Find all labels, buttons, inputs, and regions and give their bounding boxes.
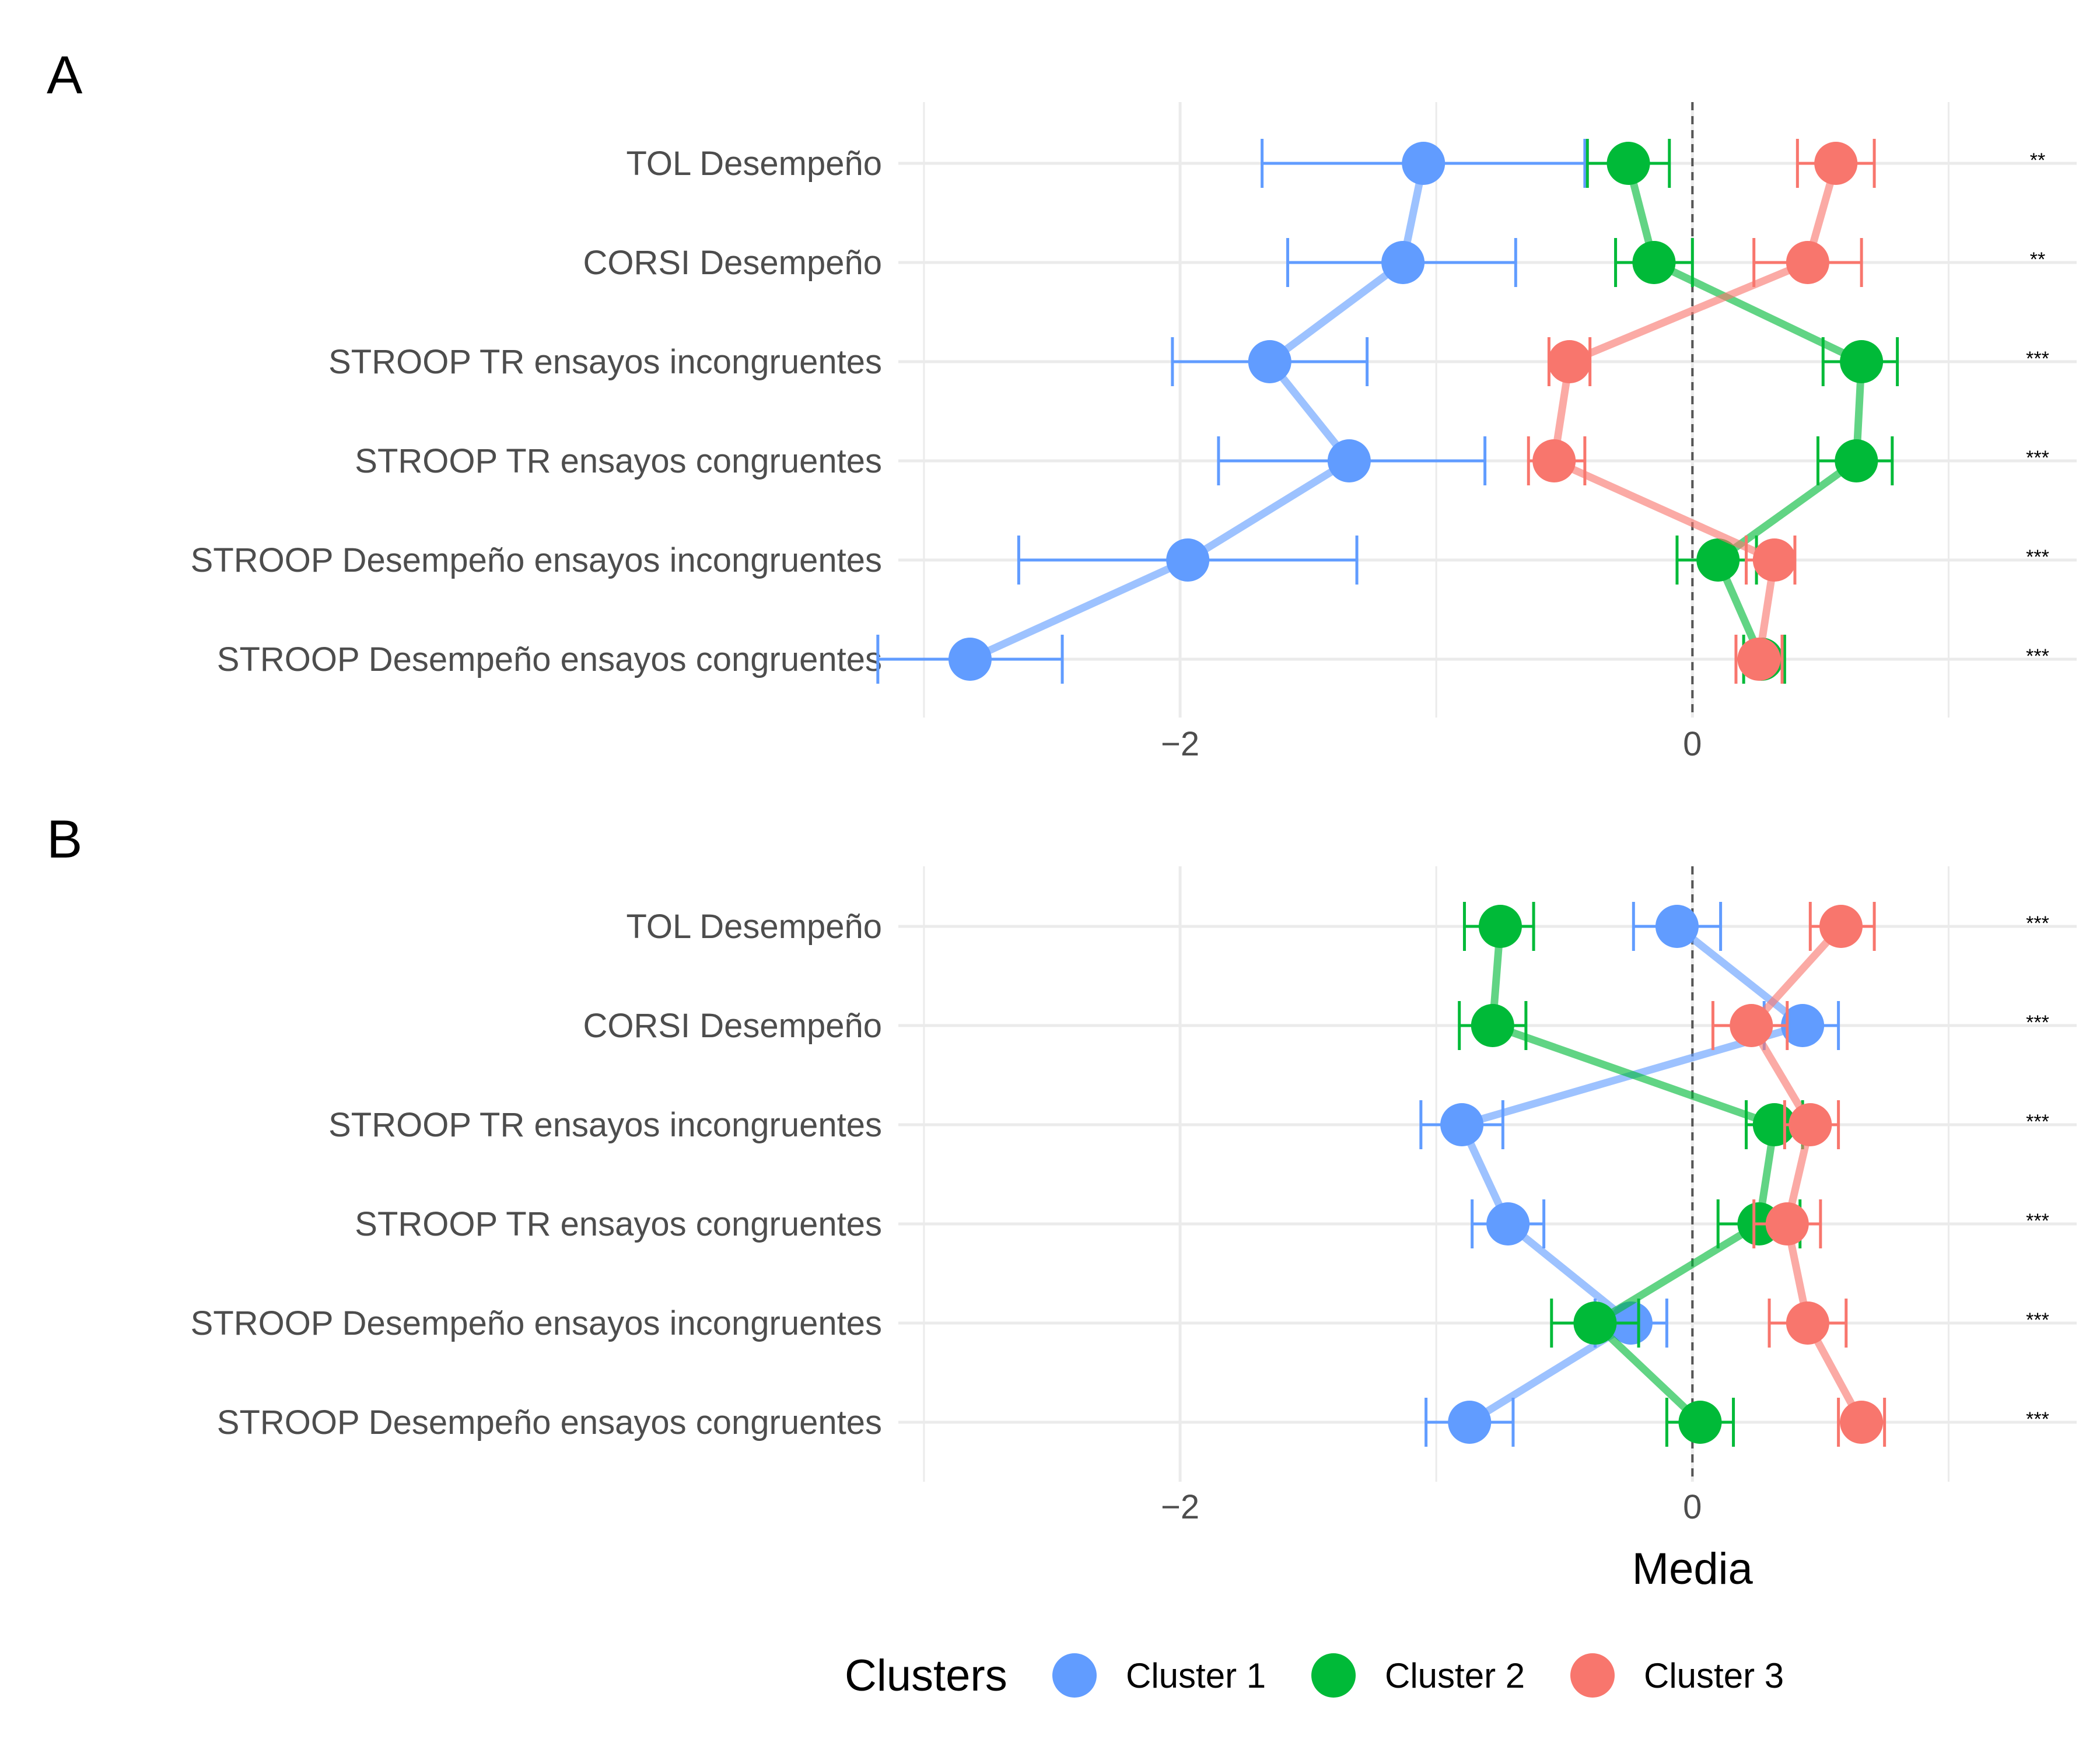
series-cluster-2 xyxy=(1586,139,1899,684)
legend-label: Cluster 3 xyxy=(1644,1656,1784,1695)
category-label: TOL Desempeño xyxy=(626,908,882,946)
category-label: STROOP TR ensayos congruentes xyxy=(355,1205,882,1243)
series-line xyxy=(1550,159,1840,663)
panel-A: A TOL Desempeño CORSI Desempeño STROOP TR e… xyxy=(47,46,2077,763)
legend-key xyxy=(1052,1653,1097,1698)
data-point xyxy=(1478,905,1522,948)
legend-item: Cluster 3 xyxy=(1570,1653,1784,1698)
data-point xyxy=(1840,1401,1884,1444)
data-point xyxy=(1655,905,1699,948)
significance-label: *** xyxy=(2026,348,2049,370)
legend-label: Cluster 2 xyxy=(1385,1656,1525,1695)
legend: Clusters Cluster 1 Cluster 2 Cluster 3 xyxy=(845,1651,1784,1700)
data-point xyxy=(1327,439,1371,482)
data-point xyxy=(1788,1103,1832,1146)
data-point xyxy=(1819,905,1863,948)
significance-label: *** xyxy=(2026,912,2049,935)
significance-label: *** xyxy=(2026,1012,2049,1034)
legend-item: Cluster 2 xyxy=(1311,1653,1525,1698)
data-point xyxy=(1606,142,1650,185)
data-point xyxy=(1402,142,1446,185)
category-label: CORSI Desempeño xyxy=(583,244,882,282)
panel-B: B TOL Desempeño CORSI Desempeño STROOP TR e… xyxy=(47,810,2077,1594)
data-point xyxy=(1765,1202,1809,1245)
x-tick-label: −2 xyxy=(1161,725,1199,763)
significance-label: *** xyxy=(2026,1210,2049,1232)
data-point xyxy=(1737,638,1781,681)
data-point xyxy=(1166,538,1210,582)
data-point xyxy=(1696,538,1740,582)
significance-label: ** xyxy=(2030,249,2045,271)
significance-label: *** xyxy=(2026,1408,2049,1430)
significance-label: *** xyxy=(2026,1309,2049,1331)
data-point xyxy=(1786,1301,1829,1345)
data-point xyxy=(1381,241,1425,284)
data-point xyxy=(948,638,992,681)
data-point xyxy=(1752,538,1796,582)
data-point xyxy=(1573,1301,1617,1345)
series-cluster-3 xyxy=(1711,902,1887,1447)
category-label: STROOP Desempeño ensayos congruentes xyxy=(217,641,882,678)
significance-label: *** xyxy=(2026,546,2049,568)
legend-label: Cluster 1 xyxy=(1126,1656,1266,1695)
series-cluster-2 xyxy=(1458,902,1804,1447)
x-tick-label: 0 xyxy=(1683,1488,1702,1526)
category-label: STROOP TR ensayos incongruentes xyxy=(328,343,882,381)
category-label: TOL Desempeño xyxy=(626,145,882,183)
data-point xyxy=(1781,1004,1825,1047)
data-point xyxy=(1248,340,1292,383)
series-cluster-1 xyxy=(1419,902,1840,1447)
x-tick-label: −2 xyxy=(1161,1488,1199,1526)
data-point xyxy=(1730,1004,1773,1047)
data-point xyxy=(1632,241,1676,284)
x-axis-title: Media xyxy=(1632,1544,1754,1594)
category-label: STROOP TR ensayos congruentes xyxy=(355,442,882,480)
data-point xyxy=(1440,1103,1484,1146)
data-point xyxy=(1678,1401,1722,1444)
data-point xyxy=(1448,1401,1492,1444)
significance-label: *** xyxy=(2026,1111,2049,1133)
data-point xyxy=(1835,439,1878,482)
data-point xyxy=(1532,439,1576,482)
panel-label: A xyxy=(47,46,83,105)
data-point xyxy=(1486,1202,1530,1245)
series-cluster-1 xyxy=(876,139,1587,684)
legend-key xyxy=(1311,1653,1356,1698)
data-point xyxy=(1814,142,1858,185)
panel-label: B xyxy=(47,810,82,869)
category-label: CORSI Desempeño xyxy=(583,1007,882,1045)
data-point xyxy=(1471,1004,1514,1047)
data-point xyxy=(1786,241,1829,284)
legend-item: Cluster 1 xyxy=(1052,1653,1266,1698)
series-line xyxy=(1458,922,1807,1426)
significance-label: *** xyxy=(2026,645,2049,667)
legend-title: Clusters xyxy=(845,1651,1007,1700)
category-label: STROOP Desempeño ensayos incongruentes xyxy=(191,1304,882,1342)
category-label: STROOP TR ensayos incongruentes xyxy=(328,1106,882,1144)
category-label: STROOP Desempeño ensayos incongruentes xyxy=(191,541,882,579)
x-tick-label: 0 xyxy=(1683,725,1702,763)
series-line xyxy=(1625,159,1866,663)
significance-label: *** xyxy=(2026,447,2049,469)
series-cluster-3 xyxy=(1527,139,1876,684)
series-line xyxy=(966,159,1427,663)
significance-label: ** xyxy=(2030,149,2045,172)
data-point xyxy=(1548,340,1591,383)
data-point xyxy=(1840,340,1884,383)
series-line xyxy=(1489,922,1779,1426)
category-label: STROOP Desempeño ensayos congruentes xyxy=(217,1404,882,1441)
legend-key xyxy=(1570,1653,1615,1698)
